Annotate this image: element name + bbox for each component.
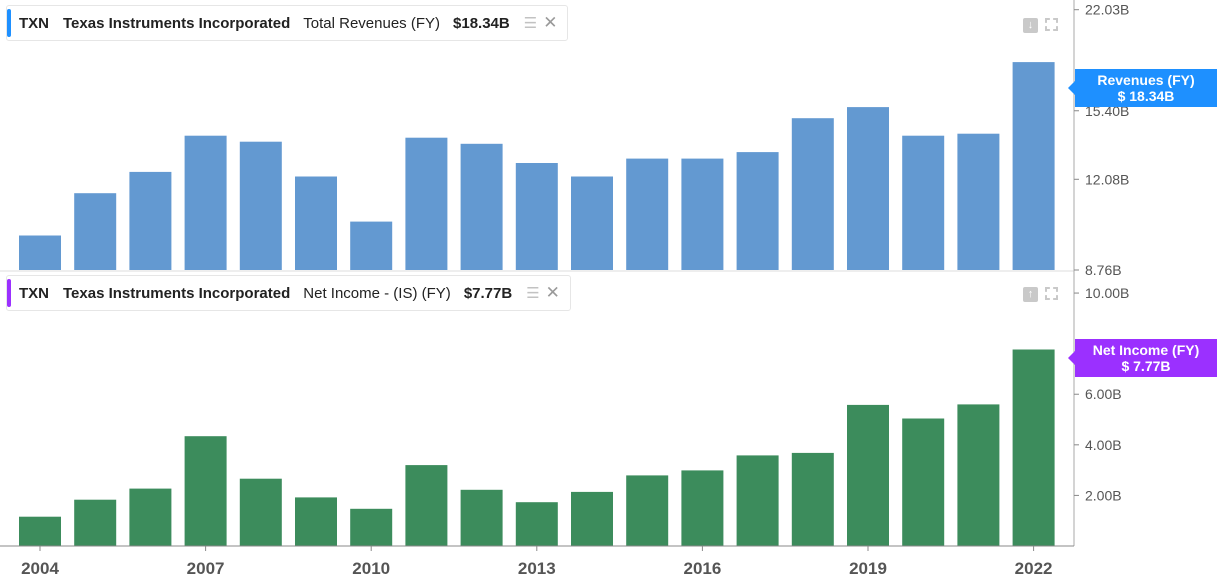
- x-axis-ticks: 2004 2007 2010 2013 2016 2019 2022: [21, 546, 1053, 577]
- revenue-bar: [19, 235, 61, 270]
- net-income-bar: [19, 516, 61, 546]
- revenue-bar: [460, 143, 503, 270]
- net-income-pane-controls: ↑: [1023, 287, 1058, 302]
- arrow-up-icon[interactable]: ↑: [1023, 287, 1038, 302]
- legend-value: $18.34B: [453, 14, 510, 32]
- tag-value: $ 18.34B: [1117, 88, 1175, 104]
- revenue-bar: [295, 176, 337, 270]
- revenue-bar: [847, 107, 889, 270]
- revenue-bar: [791, 118, 834, 270]
- layers-icon[interactable]: ☰: [526, 285, 540, 302]
- net-income-bar: [405, 465, 448, 546]
- net-income-bar: [515, 502, 558, 546]
- fullscreen-icon[interactable]: [1045, 18, 1058, 31]
- legend-swatch: [7, 9, 11, 37]
- revenue-bar: [129, 171, 172, 270]
- x-tick-label: 2016: [683, 559, 721, 577]
- legend-swatch: [7, 279, 11, 307]
- y-tick-label: 4.00B: [1085, 437, 1122, 453]
- revenue-bar: [957, 133, 1000, 270]
- revenue-bar: [350, 221, 393, 270]
- revenue-bar: [239, 141, 282, 270]
- y-tick-label: 10.00B: [1085, 285, 1129, 301]
- net-income-bar: [350, 508, 393, 546]
- revenue-bar: [902, 135, 945, 270]
- revenue-bar: [405, 137, 448, 270]
- y-tick-label: 8.76B: [1085, 262, 1122, 278]
- net-income-last-value-tag: Net Income (FY) $ 7.77B: [1068, 339, 1217, 377]
- revenue-bar: [184, 135, 227, 270]
- net-income-bar: [847, 404, 889, 546]
- revenue-bar: [681, 158, 724, 270]
- revenue-bar: [1012, 62, 1055, 270]
- net-income-bar: [184, 436, 227, 546]
- revenue-last-value-tag: Revenues (FY) $ 18.34B: [1068, 69, 1217, 107]
- x-tick-label: 2007: [187, 559, 225, 577]
- revenue-pane-controls: ↓: [1023, 18, 1058, 33]
- net-income-bar: [239, 478, 282, 546]
- net-income-bar: [736, 455, 779, 546]
- close-icon[interactable]: ✕: [543, 13, 558, 32]
- close-icon[interactable]: ✕: [545, 283, 560, 302]
- fullscreen-icon[interactable]: [1045, 287, 1058, 300]
- x-tick-label: 2022: [1015, 559, 1053, 577]
- revenue-bar: [74, 193, 117, 270]
- legend-value: $7.77B: [463, 284, 513, 302]
- revenue-bar: [571, 176, 613, 270]
- net-income-bar: [295, 497, 337, 546]
- x-tick-label: 2013: [518, 559, 556, 577]
- net-income-bar: [460, 489, 503, 546]
- y-tick-label: 2.00B: [1085, 487, 1122, 503]
- layers-icon[interactable]: ☰: [523, 15, 538, 32]
- net-income-bar: [902, 418, 945, 546]
- net-income-bar: [626, 475, 669, 546]
- legend-company: Texas Instruments Incorporated: [63, 284, 291, 302]
- tag-value: $ 7.77B: [1121, 358, 1171, 374]
- legend-ticker[interactable]: TXN: [19, 14, 49, 32]
- revenue-bar: [736, 152, 779, 270]
- x-tick-label: 2004: [21, 559, 59, 577]
- legend-ticker[interactable]: TXN: [19, 284, 49, 302]
- legend-revenues: TXN Texas Instruments Incorporated Total…: [6, 5, 569, 41]
- tag-arrow: [1068, 81, 1075, 95]
- y-tick-label: 12.08B: [1085, 171, 1129, 187]
- legend-company: Texas Instruments Incorporated: [63, 14, 291, 32]
- x-tick-label: 2010: [352, 559, 390, 577]
- net-income-y-ticks: 2.00B 4.00B 6.00B 10.00B: [1074, 285, 1129, 503]
- legend-net-income: TXN Texas Instruments Incorporated Net I…: [6, 275, 571, 311]
- revenue-bars: [19, 62, 1055, 270]
- tag-arrow: [1068, 351, 1075, 365]
- net-income-bar: [571, 491, 613, 546]
- tag-title: Revenues (FY): [1097, 72, 1195, 88]
- tag-title: Net Income (FY): [1092, 342, 1200, 358]
- revenue-bar: [515, 163, 558, 270]
- y-tick-label: 22.03B: [1085, 2, 1129, 18]
- net-income-bars: [19, 349, 1055, 546]
- legend-metric: Net Income - (IS) (FY): [303, 284, 451, 302]
- legend-metric: Total Revenues (FY): [303, 14, 441, 32]
- arrow-down-icon[interactable]: ↓: [1023, 18, 1038, 33]
- y-tick-label: 6.00B: [1085, 386, 1122, 402]
- net-income-bar: [681, 470, 724, 546]
- net-income-bar: [791, 452, 834, 546]
- net-income-bar: [129, 488, 172, 546]
- revenue-bar: [626, 158, 669, 270]
- net-income-bar: [1012, 349, 1055, 546]
- x-tick-label: 2019: [849, 559, 887, 577]
- net-income-bar: [957, 404, 1000, 546]
- net-income-bar: [74, 499, 117, 546]
